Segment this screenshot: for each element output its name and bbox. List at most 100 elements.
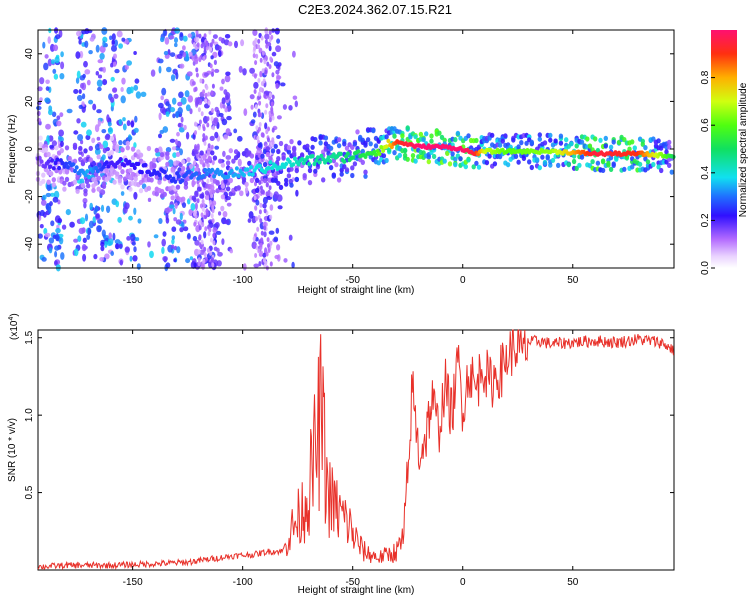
spectrogram-ridge-halo-cell — [339, 171, 344, 177]
spectrogram-noise-cell — [51, 111, 57, 118]
spectrogram-ridge-halo-cell — [281, 155, 286, 161]
spectrogram-ridge-halo-cell — [154, 147, 159, 153]
spectrogram-ridge-halo-cell — [199, 150, 204, 156]
spectrogram-noise-cell — [256, 226, 260, 232]
spectrogram-noise-cell — [129, 255, 133, 262]
spectrogram-noise-cell — [165, 101, 170, 107]
spectrogram-ridge-halo-cell — [286, 145, 292, 151]
spectrogram-noise-cell — [177, 101, 183, 107]
spectrogram-noise-cell — [273, 191, 279, 199]
spectrogram-ridge-halo-cell — [218, 158, 223, 164]
spectrogram-ridge-halo-cell — [339, 167, 344, 173]
spectrogram-noise-cell — [114, 39, 118, 47]
spectrogram-noise-cell — [140, 91, 147, 98]
spectrogram-noise-cell — [83, 201, 87, 209]
spectrogram-ridge-halo-cell — [186, 157, 191, 163]
spectrogram-ridge-halo-cell — [181, 159, 186, 165]
spectrogram-ridge-cell — [143, 162, 148, 168]
spectrogram-ridge-halo-cell — [38, 135, 43, 141]
spectrogram-noise-cell — [264, 33, 270, 40]
spectrogram-ridge-halo-cell — [564, 137, 569, 143]
spectrogram-noise-cell — [264, 260, 268, 266]
spectrogram-y-tick-label: -40 — [24, 237, 35, 252]
spectrogram-ridge-halo-cell — [463, 164, 468, 170]
spectrogram-ridge-halo-cell — [603, 143, 608, 149]
spectrogram-ridge-halo-cell — [289, 166, 294, 172]
spectrogram-ridge-halo-cell — [152, 162, 157, 168]
spectrogram-ridge-cell — [85, 169, 90, 174]
spectrogram-noise-cell — [97, 74, 103, 79]
spectrogram-noise-cell — [207, 231, 211, 237]
spectrogram-noise-cell — [118, 243, 123, 249]
spectrogram-noise-cell — [266, 61, 270, 67]
spectrogram-ridge-halo-cell — [336, 143, 342, 149]
spectrogram-noise-cell — [178, 91, 184, 99]
spectrogram-noise-cell — [221, 238, 225, 246]
spectrogram-noise-cell — [276, 38, 281, 44]
spectrogram-ridge-halo-cell — [630, 164, 635, 170]
spectrogram-noise-cell — [180, 116, 184, 123]
spectrogram-noise-cell — [174, 27, 181, 34]
spectrogram-noise-cell — [187, 95, 193, 103]
spectrogram-noise-cell — [79, 217, 86, 225]
spectrogram-noise-cell — [274, 254, 280, 260]
spectrogram-ridge-halo-cell — [191, 195, 196, 201]
spectrogram-noise-cell — [195, 29, 199, 35]
spectrogram-ridge-halo-cell — [402, 148, 408, 154]
spectrogram-noise-cell — [39, 97, 43, 102]
spectrogram-ridge-cell — [180, 178, 185, 183]
spectrogram-noise-cell — [203, 33, 207, 39]
spectrogram-noise-cell — [77, 134, 84, 141]
spectrogram-noise-cell — [254, 253, 258, 258]
spectrogram-ridge-cell — [51, 166, 56, 171]
spectrogram-ridge-halo-cell — [284, 181, 289, 187]
spectrogram-noise-cell — [54, 260, 58, 266]
spectrogram-noise-cell — [189, 108, 193, 115]
spectrogram-ridge-halo-cell — [537, 132, 542, 138]
svg-text:(x104): (x104) — [8, 313, 20, 340]
colorbar-tick-label: 0.4 — [700, 165, 711, 179]
spectrogram-noise-cell — [267, 137, 270, 143]
spectrogram-noise-cell — [206, 116, 210, 122]
spectrogram-noise-cell — [259, 57, 263, 63]
spectrogram-noise-cell — [258, 100, 262, 106]
spectrogram-ridge-halo-cell — [537, 165, 542, 171]
spectrogram-ridge-cell — [328, 159, 333, 164]
spectrogram-ridge-halo-cell — [321, 177, 326, 183]
snr-y-label: SNR (10 * v/v) — [7, 418, 18, 482]
spectrogram-ridge-halo-cell — [577, 162, 582, 168]
spectrogram-ridge-halo-cell — [104, 168, 109, 174]
spectrogram-ridge-cell — [374, 152, 378, 157]
spectrogram-noise-cell — [195, 72, 199, 78]
spectrogram-noise-cell — [263, 93, 267, 99]
spectrogram-noise-cell — [128, 215, 133, 221]
spectrogram-ridge-cell — [234, 166, 239, 171]
spectrogram-ridge-cell — [104, 160, 109, 165]
spectrogram-ridge-halo-cell — [154, 191, 159, 197]
snr-x-label: Height of straight line (km) — [298, 585, 415, 596]
snr-frame — [37, 329, 675, 571]
spectrogram-ridge-cell — [219, 169, 224, 175]
spectrogram-ridge-halo-cell — [262, 178, 268, 184]
spectrogram-noise-cell — [55, 34, 61, 40]
spectrogram-ridge-halo-cell — [165, 151, 170, 157]
spectrogram-noise-cell — [118, 118, 123, 126]
spectrogram-ridge-cell — [73, 168, 77, 174]
spectrogram-noise-cell — [99, 189, 106, 196]
spectrogram-ridge-halo-cell — [579, 154, 585, 160]
spectrogram-noise-cell — [263, 208, 267, 214]
spectrogram-noise-cell — [162, 126, 169, 133]
spectrogram-ridge-cell — [210, 167, 215, 173]
spectrogram-noise-cell — [203, 252, 207, 258]
spectrogram-ridge-halo-cell — [162, 191, 167, 197]
spectrogram-ridge-cell — [293, 156, 297, 161]
spectrogram-noise-cell — [194, 54, 198, 59]
spectrogram-ridge-halo-cell — [194, 167, 199, 173]
spectrogram-ridge-halo-cell — [149, 177, 154, 183]
spectrogram-noise-cell — [208, 29, 212, 35]
spectrogram-ridge-halo-cell — [78, 145, 83, 151]
spectrogram-noise-cell — [269, 261, 273, 267]
spectrogram-ridge-halo-cell — [426, 159, 431, 165]
spectrogram-noise-cell — [162, 256, 168, 262]
